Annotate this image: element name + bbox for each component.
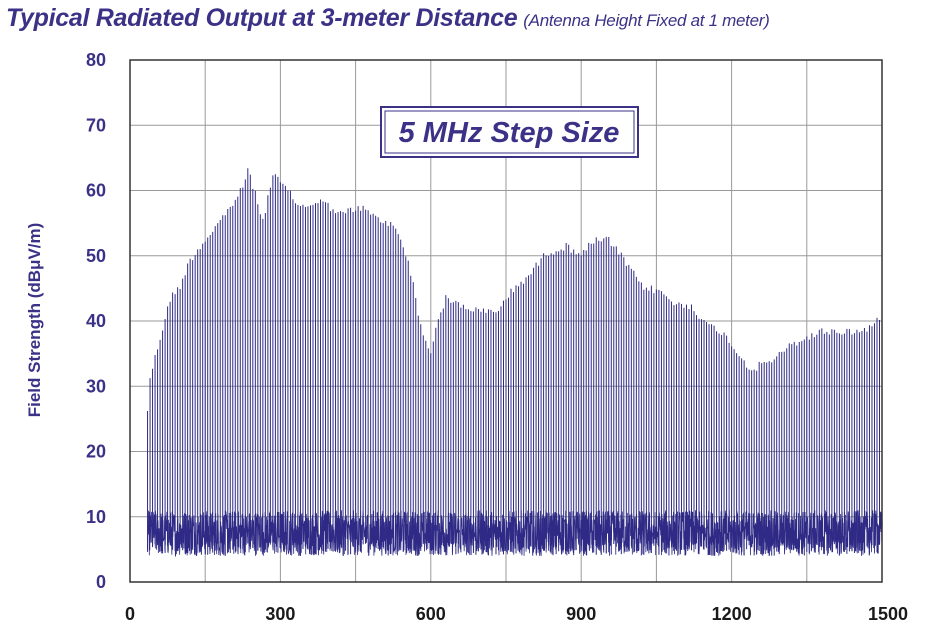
y-tick-label: 70 <box>86 115 106 135</box>
x-tick-label: 300 <box>265 604 295 624</box>
x-tick-label: 0 <box>125 604 135 624</box>
y-axis-ticks: 0 10 20 30 40 50 60 70 80 <box>86 50 106 592</box>
y-tick-label: 20 <box>86 442 106 462</box>
y-tick-label: 80 <box>86 50 106 70</box>
chart-subtitle: (Antenna Height Fixed at 1 meter) <box>523 11 770 30</box>
y-tick-label: 10 <box>86 507 106 527</box>
y-tick-label: 40 <box>86 311 106 331</box>
annotation-box: 5 MHz Step Size <box>380 106 639 158</box>
x-tick-label: 1500 <box>868 604 908 624</box>
bars <box>147 168 883 556</box>
chart-title-block: Typical Radiated Output at 3-meter Dista… <box>6 4 770 33</box>
plot-frame <box>129 59 883 583</box>
annotation-text: 5 MHz Step Size <box>399 117 620 149</box>
x-tick-label: 600 <box>416 604 446 624</box>
y-tick-label: 0 <box>96 572 106 592</box>
x-axis-ticks: 0 300 600 900 1200 1500 <box>125 604 908 624</box>
y-tick-label: 30 <box>86 376 106 396</box>
x-tick-label: 900 <box>566 604 596 624</box>
y-tick-label: 50 <box>86 246 106 266</box>
y-tick-label: 60 <box>86 181 106 201</box>
annotation-border-inner <box>384 110 635 154</box>
noise-floor <box>147 510 883 558</box>
noise-floor-trace <box>147 510 883 558</box>
chart-title: Typical Radiated Output at 3-meter Dista… <box>6 4 518 32</box>
x-tick-label: 1200 <box>712 604 752 624</box>
